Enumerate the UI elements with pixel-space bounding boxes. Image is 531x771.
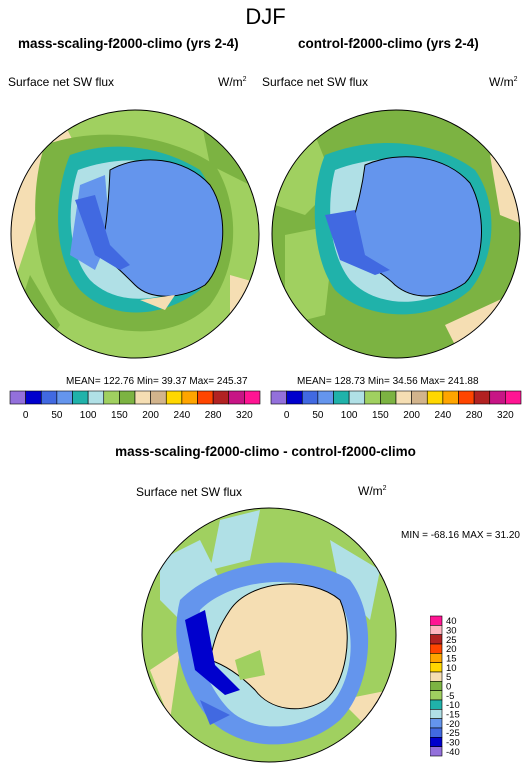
panel-1-variable: Surface net SW flux (8, 75, 115, 89)
colorbar-1-swatch (103, 390, 120, 405)
colorbar-diff-swatch (430, 737, 443, 747)
panel-1-title: mass-scaling-f2000-climo (yrs 2-4) (18, 36, 239, 51)
colorbar-2-label: 200 (403, 410, 420, 421)
map-panel-1 (10, 109, 260, 359)
colorbar-panel-1: 0 50 100 150 200 240 280 320 (9, 390, 261, 421)
colorbar-2-label: 320 (497, 410, 514, 421)
colorbar-2-swatch (473, 390, 491, 405)
colorbar-diff-label: -25 (446, 728, 460, 739)
colorbar-1-swatch (228, 390, 245, 405)
colorbar-2-swatch (442, 390, 459, 405)
colorbar-2-label: 280 (466, 410, 483, 421)
colorbar-diff-label: -5 (446, 691, 454, 702)
colorbar-1-swatch (40, 390, 58, 405)
colorbar-diff-label: -40 (446, 747, 460, 758)
colorbar-1-swatch (119, 390, 136, 405)
colorbar-diff-swatch (430, 662, 443, 673)
colorbar-2-label: 100 (341, 410, 358, 421)
map-diff-panel (141, 507, 397, 763)
colorbar-2-swatch (333, 390, 350, 405)
colorbar-2-swatch (489, 390, 506, 405)
colorbar-1-swatch (134, 390, 151, 405)
colorbar-diff-swatch (430, 746, 443, 757)
colorbar-diff-swatch (430, 727, 443, 738)
diff-panel-minmax: MIN = -68.16 MAX = 31.20 (401, 530, 520, 541)
colorbar-2-swatch (411, 390, 428, 405)
colorbar-diff-label: 10 (446, 663, 457, 674)
colorbar-1-label: 320 (236, 410, 253, 421)
figure-title: DJF (245, 4, 286, 29)
colorbar-diff-label: -20 (446, 719, 460, 730)
panel-2-title: control-f2000-climo (yrs 2-4) (298, 36, 479, 51)
colorbar-2-swatch (505, 390, 522, 405)
map-panel-2 (271, 109, 521, 359)
colorbar-diff-label: 5 (446, 672, 451, 683)
colorbar-diff-label: 30 (446, 626, 457, 637)
colorbar-diff-swatch (430, 625, 443, 635)
colorbar-diff-swatch (430, 643, 443, 654)
colorbar-diff-swatch (430, 699, 443, 710)
diff-panel-variable: Surface net SW flux (136, 485, 243, 499)
colorbar-1-label: 100 (80, 410, 97, 421)
colorbar-1-swatch (165, 390, 183, 405)
colorbar-1-swatch (87, 390, 105, 405)
colorbar-2-swatch (270, 390, 287, 405)
panel-1-units: W/m2 (218, 75, 247, 89)
colorbar-1-swatch (197, 390, 214, 405)
colorbar-1-swatch (181, 390, 198, 405)
diff-panel-units: W/m2 (358, 484, 387, 498)
panel-1-stats: MEAN= 122.76 Min= 39.37 Max= 245.37 (66, 376, 248, 387)
colorbar-2-swatch (380, 390, 397, 405)
colorbar-diff-label: -30 (446, 738, 460, 749)
panel-2-units: W/m2 (489, 75, 518, 89)
colorbar-2-swatch (458, 390, 475, 405)
colorbar-1-label: 150 (111, 410, 128, 421)
colorbar-2-swatch (348, 390, 366, 405)
colorbar-1-swatch (9, 390, 26, 405)
colorbar-diff-label: 20 (446, 644, 457, 655)
colorbar-1-swatch (72, 390, 89, 405)
colorbar-2-swatch (426, 390, 444, 405)
colorbar-1-label: 0 (23, 410, 29, 421)
colorbar-diff-swatch (430, 615, 443, 626)
colorbar-diff-label: -10 (446, 700, 460, 711)
colorbar-2-label: 240 (435, 410, 452, 421)
colorbar-2-swatch (286, 390, 303, 405)
panel-2-stats: MEAN= 128.73 Min= 34.56 Max= 241.88 (297, 376, 479, 387)
colorbar-1-swatch (56, 390, 73, 405)
panel-2-variable: Surface net SW flux (262, 75, 369, 89)
colorbar-2-swatch (301, 390, 319, 405)
colorbar-diff-label: 40 (446, 616, 457, 627)
colorbar-1-swatch (150, 390, 167, 405)
diff-panel-title: mass-scaling-f2000-climo - control-f2000… (115, 444, 416, 459)
colorbar-1-label: 280 (205, 410, 222, 421)
colorbar-2-swatch (395, 390, 412, 405)
colorbar-diff-label: 0 (446, 682, 451, 693)
colorbar-1-swatch (25, 390, 42, 405)
colorbar-diff-swatch (430, 653, 443, 663)
colorbar-diff-swatch (430, 709, 443, 719)
colorbar-2-swatch (364, 390, 381, 405)
colorbar-diff-swatch (430, 634, 443, 645)
colorbar-panel-2: 0 50 100 150 200 240 280 320 (270, 390, 522, 421)
colorbar-diff-swatch (430, 718, 443, 729)
colorbar-2-label: 50 (312, 410, 324, 421)
colorbar-diff-swatch (430, 671, 443, 682)
colorbar-1-swatch (244, 390, 261, 405)
colorbar-diff-swatch (430, 681, 443, 691)
colorbar-diff-label: 25 (446, 635, 457, 646)
colorbar-2-label: 150 (372, 410, 389, 421)
colorbar-1-swatch (212, 390, 230, 405)
colorbar-diff-swatch (430, 690, 443, 701)
colorbar-1-label: 200 (142, 410, 159, 421)
colorbar-1-label: 240 (174, 410, 191, 421)
colorbar-diff-label: -15 (446, 710, 460, 721)
colorbar-2-swatch (317, 390, 334, 405)
colorbar-2-label: 0 (284, 410, 290, 421)
colorbar-diff-label: 15 (446, 654, 457, 665)
colorbar-1-label: 50 (51, 410, 63, 421)
